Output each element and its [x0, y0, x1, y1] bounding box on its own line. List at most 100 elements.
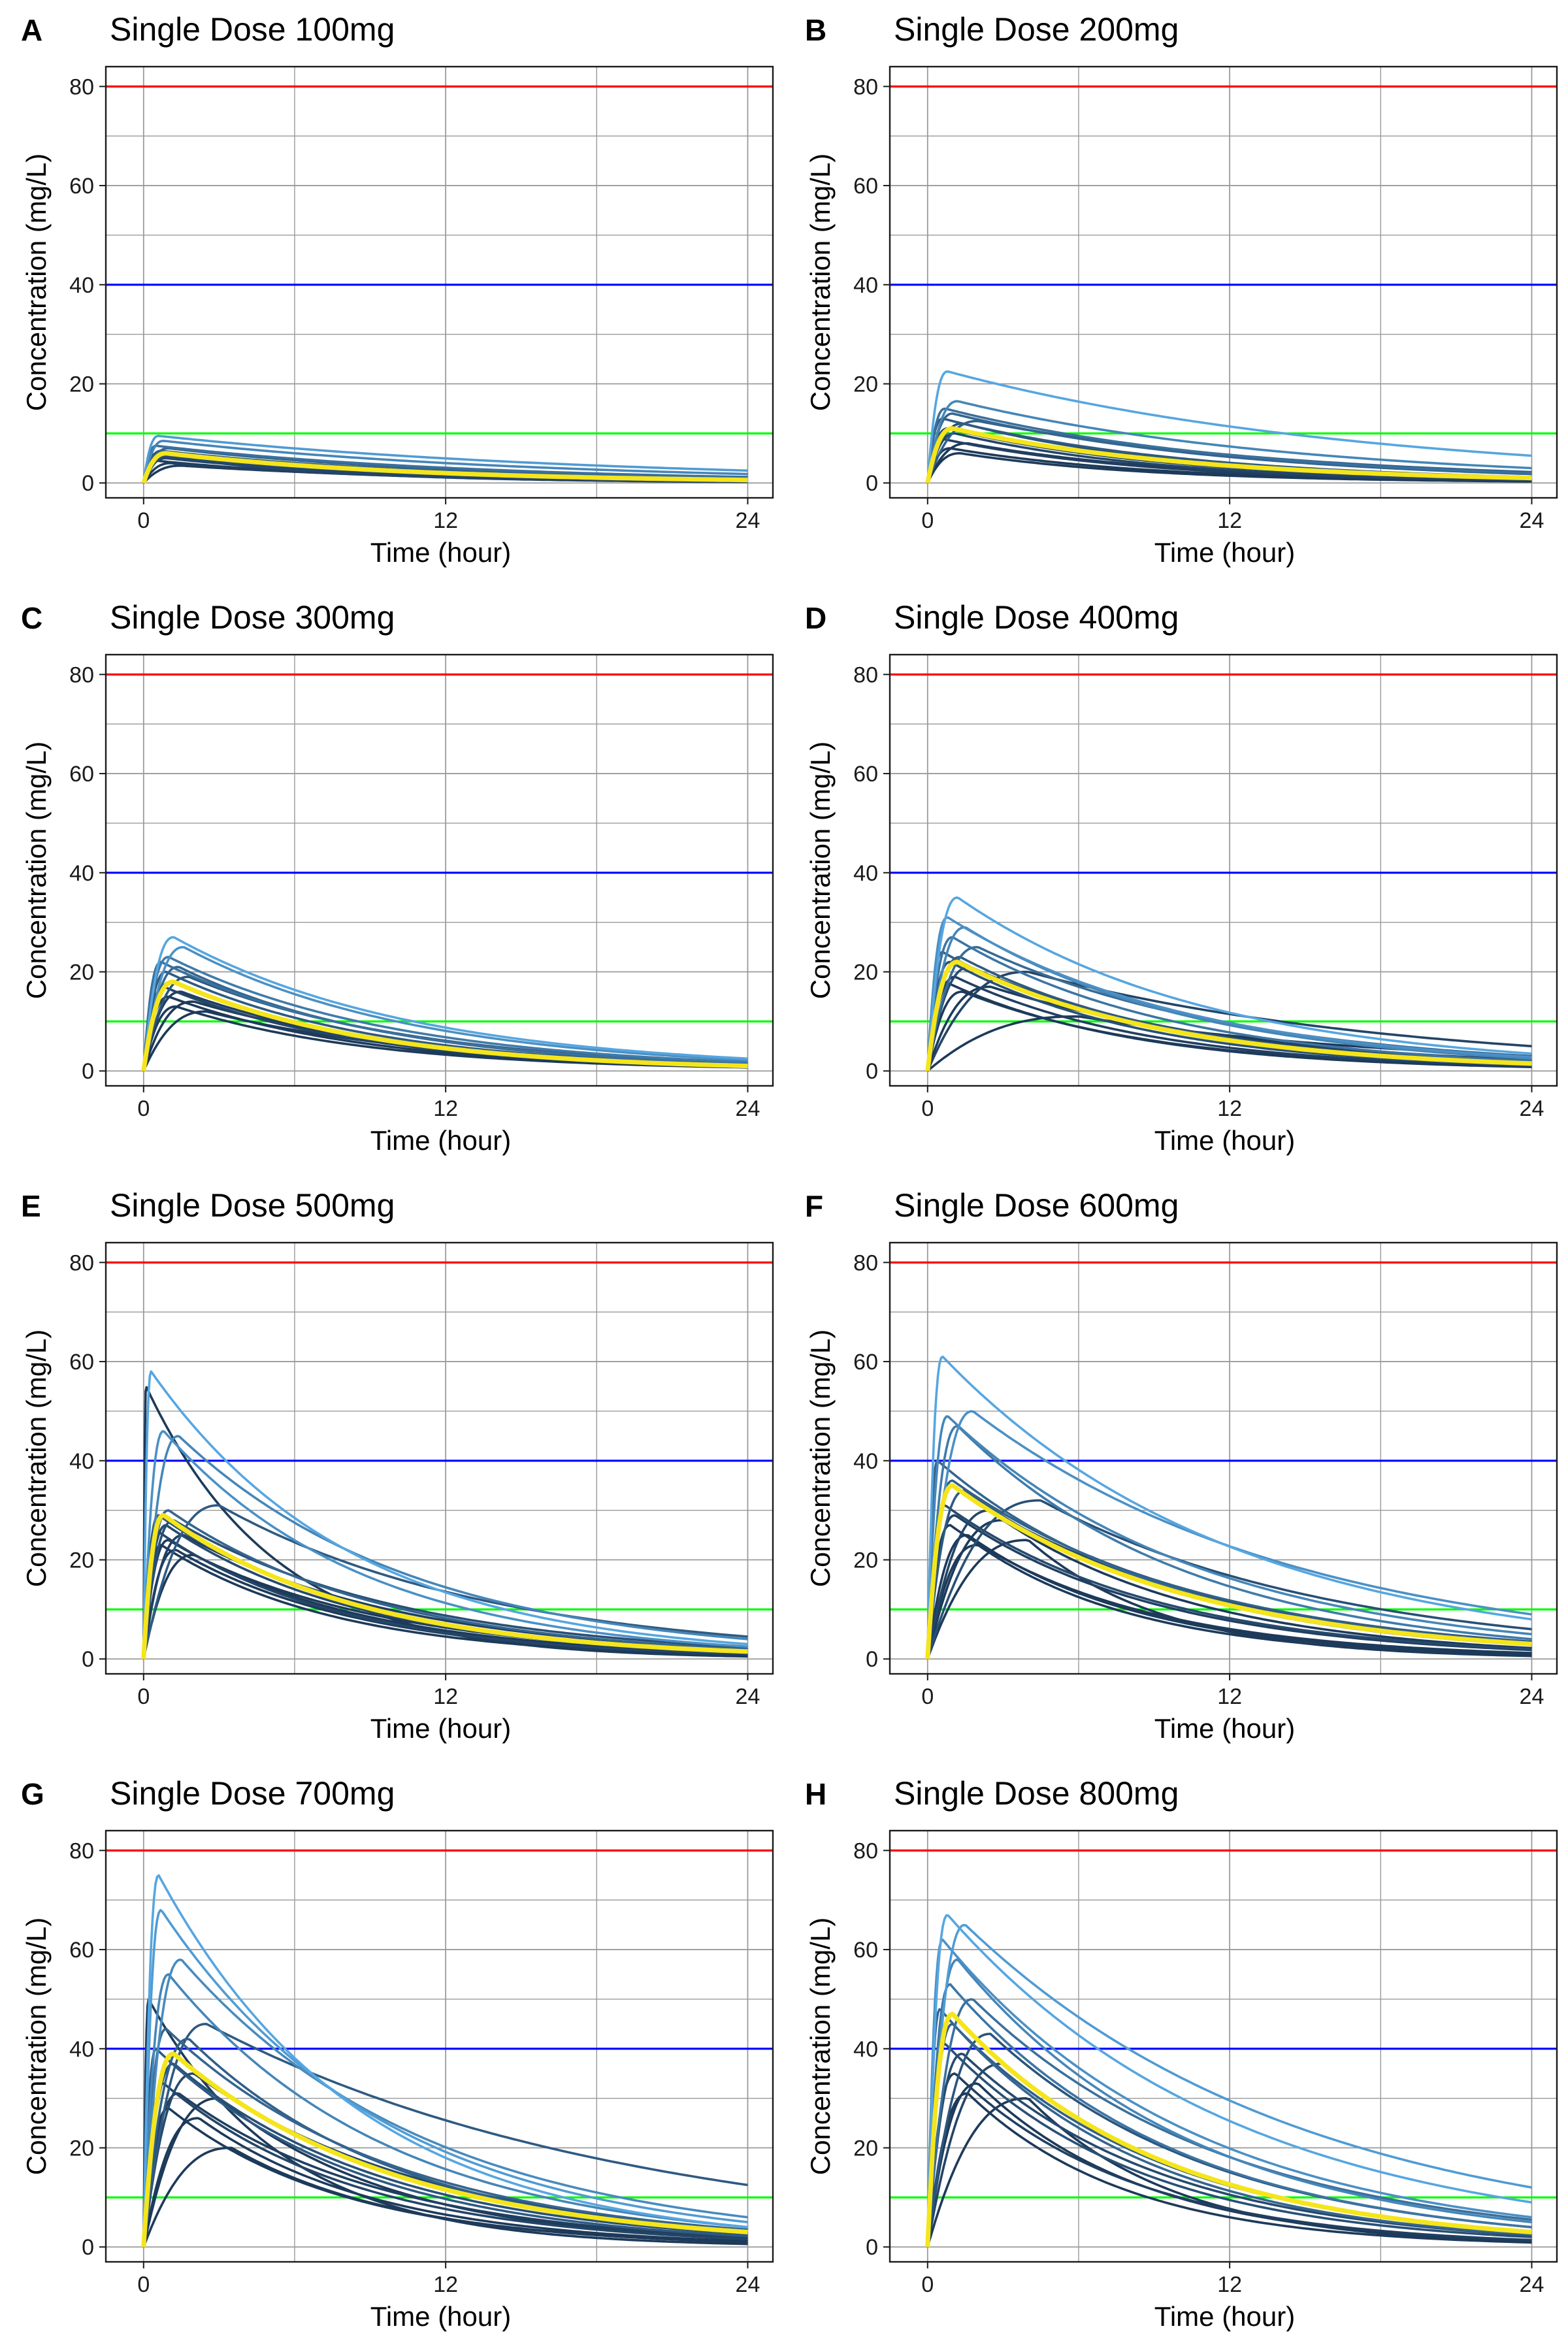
x-tick-label: 12	[1217, 508, 1242, 533]
subject-curve	[926, 1355, 1532, 1659]
subject-curve	[926, 2072, 1532, 2247]
y-tick-label: 60	[69, 174, 94, 199]
panel-e: E Single Dose 500mg 0 20 40 60 80 0 12 24 Time (ho…	[21, 1187, 774, 1744]
panel-g: G Single Dose 700mg 0 20 40 60 80 0 12 24 Time (ho…	[21, 1775, 774, 2332]
subject-curve	[926, 407, 1532, 483]
x-tick-label: 24	[1520, 508, 1544, 533]
x-tick-label: 12	[1217, 2272, 1242, 2297]
y-tick-label: 0	[82, 1059, 94, 1084]
y-tick-label: 0	[866, 1647, 878, 1672]
subject-curve	[926, 1499, 1532, 1659]
subject-curve	[926, 926, 1532, 1071]
subject-curve	[926, 370, 1532, 483]
plot-border	[105, 65, 774, 499]
panel-d: D Single Dose 400mg 0 20 40 60 80 0 12 24 Time (ho…	[805, 599, 1558, 1156]
panel-letter: G	[21, 1777, 44, 1811]
plot-border	[105, 653, 774, 1087]
x-tick-label: 24	[736, 1684, 760, 1709]
panel-h: H Single Dose 800mg 0 20 40 60 80 0 12 24 Time (ho…	[805, 1775, 1558, 2332]
y-tick-label: 80	[853, 1250, 878, 1275]
subject-curve	[926, 1544, 1532, 1659]
panel-title: Single Dose 600mg	[894, 1187, 1179, 1224]
subject-curve	[926, 1998, 1532, 2247]
x-tick-label: 24	[736, 1096, 760, 1121]
y-axis-label: Concentration (mg/L)	[805, 154, 836, 412]
subject-curve	[142, 960, 748, 1071]
y-tick-label: 60	[853, 1938, 878, 1963]
panel-c: C Single Dose 300mg 0 20 40 60 80 0 12 24 Time (ho…	[21, 599, 774, 1156]
plot-border	[889, 1829, 1558, 2263]
subject-curve	[926, 2092, 1532, 2247]
subject-curve	[142, 945, 748, 1071]
panel-title: Single Dose 800mg	[894, 1775, 1179, 1812]
y-tick-label: 40	[853, 273, 878, 298]
y-tick-label: 80	[69, 74, 94, 99]
x-tick-label: 0	[921, 1096, 934, 1121]
x-tick-label: 0	[921, 1684, 934, 1709]
x-axis-label: Time (hour)	[1154, 1125, 1295, 1156]
x-axis-label: Time (hour)	[370, 1713, 511, 1744]
subject-curve	[142, 2082, 748, 2247]
panel-title: Single Dose 500mg	[110, 1187, 395, 1224]
panel-title: Single Dose 400mg	[894, 599, 1179, 636]
y-axis-label: Concentration (mg/L)	[21, 1918, 52, 2176]
subject-curve	[926, 1533, 1532, 1659]
subject-curve	[926, 2052, 1532, 2247]
subject-curve	[926, 451, 1532, 484]
x-tick-label: 24	[736, 508, 760, 533]
y-axis-label: Concentration (mg/L)	[21, 1330, 52, 1588]
plot-border	[105, 1829, 774, 2263]
subject-curve	[926, 970, 1532, 1072]
subject-curve	[142, 2048, 748, 2247]
subject-curve	[926, 936, 1532, 1071]
y-tick-label: 60	[69, 1350, 94, 1375]
y-tick-label: 20	[69, 372, 94, 397]
x-tick-label: 0	[137, 508, 150, 533]
y-axis-label: Concentration (mg/L)	[805, 1918, 836, 2176]
x-tick-label: 0	[137, 2272, 150, 2297]
x-axis-label: Time (hour)	[370, 2301, 511, 2332]
subject-curve	[926, 1514, 1532, 1659]
subject-curve	[142, 1874, 748, 2247]
subject-curve	[926, 1938, 1532, 2247]
y-tick-label: 60	[853, 174, 878, 199]
subject-curve	[142, 2117, 748, 2247]
y-tick-label: 40	[69, 273, 94, 298]
y-axis-label: Concentration (mg/L)	[21, 742, 52, 1000]
x-tick-label: 24	[736, 2272, 760, 2297]
y-tick-label: 0	[82, 1647, 94, 1672]
mean-curve	[925, 2012, 1532, 2247]
panel-title: Single Dose 100mg	[110, 11, 395, 48]
y-tick-label: 60	[853, 1350, 878, 1375]
x-tick-label: 0	[921, 2272, 934, 2297]
plot-border	[889, 1241, 1558, 1675]
subject-curve	[926, 2097, 1532, 2247]
subject-curve	[926, 960, 1532, 1071]
subject-curve	[142, 1908, 748, 2247]
panel-letter: A	[21, 13, 42, 47]
subject-curve	[926, 1415, 1532, 1659]
y-axis-label: Concentration (mg/L)	[21, 154, 52, 412]
y-tick-label: 40	[853, 2037, 878, 2062]
x-tick-label: 12	[1217, 1684, 1242, 1709]
x-tick-label: 12	[1217, 1096, 1242, 1121]
mean-curve	[925, 959, 1532, 1071]
y-tick-label: 80	[69, 1250, 94, 1275]
panel-title: Single Dose 200mg	[894, 11, 1179, 48]
subject-curve	[142, 2146, 748, 2248]
y-tick-label: 20	[853, 1548, 878, 1573]
panel-letter: B	[805, 13, 826, 47]
panel-letter: H	[805, 1777, 826, 1811]
subject-curve	[926, 1914, 1532, 2247]
subject-curve	[926, 2042, 1532, 2247]
mean-curve	[925, 426, 1532, 484]
y-tick-label: 80	[69, 1838, 94, 1863]
x-tick-label: 0	[137, 1096, 150, 1121]
subject-curve	[142, 440, 748, 483]
y-tick-label: 60	[853, 762, 878, 787]
subject-curve	[142, 1544, 748, 1659]
subject-curve	[926, 2008, 1532, 2247]
x-axis-label: Time (hour)	[1154, 2301, 1295, 2332]
y-tick-label: 40	[69, 2037, 94, 2062]
y-tick-label: 0	[866, 1059, 878, 1084]
